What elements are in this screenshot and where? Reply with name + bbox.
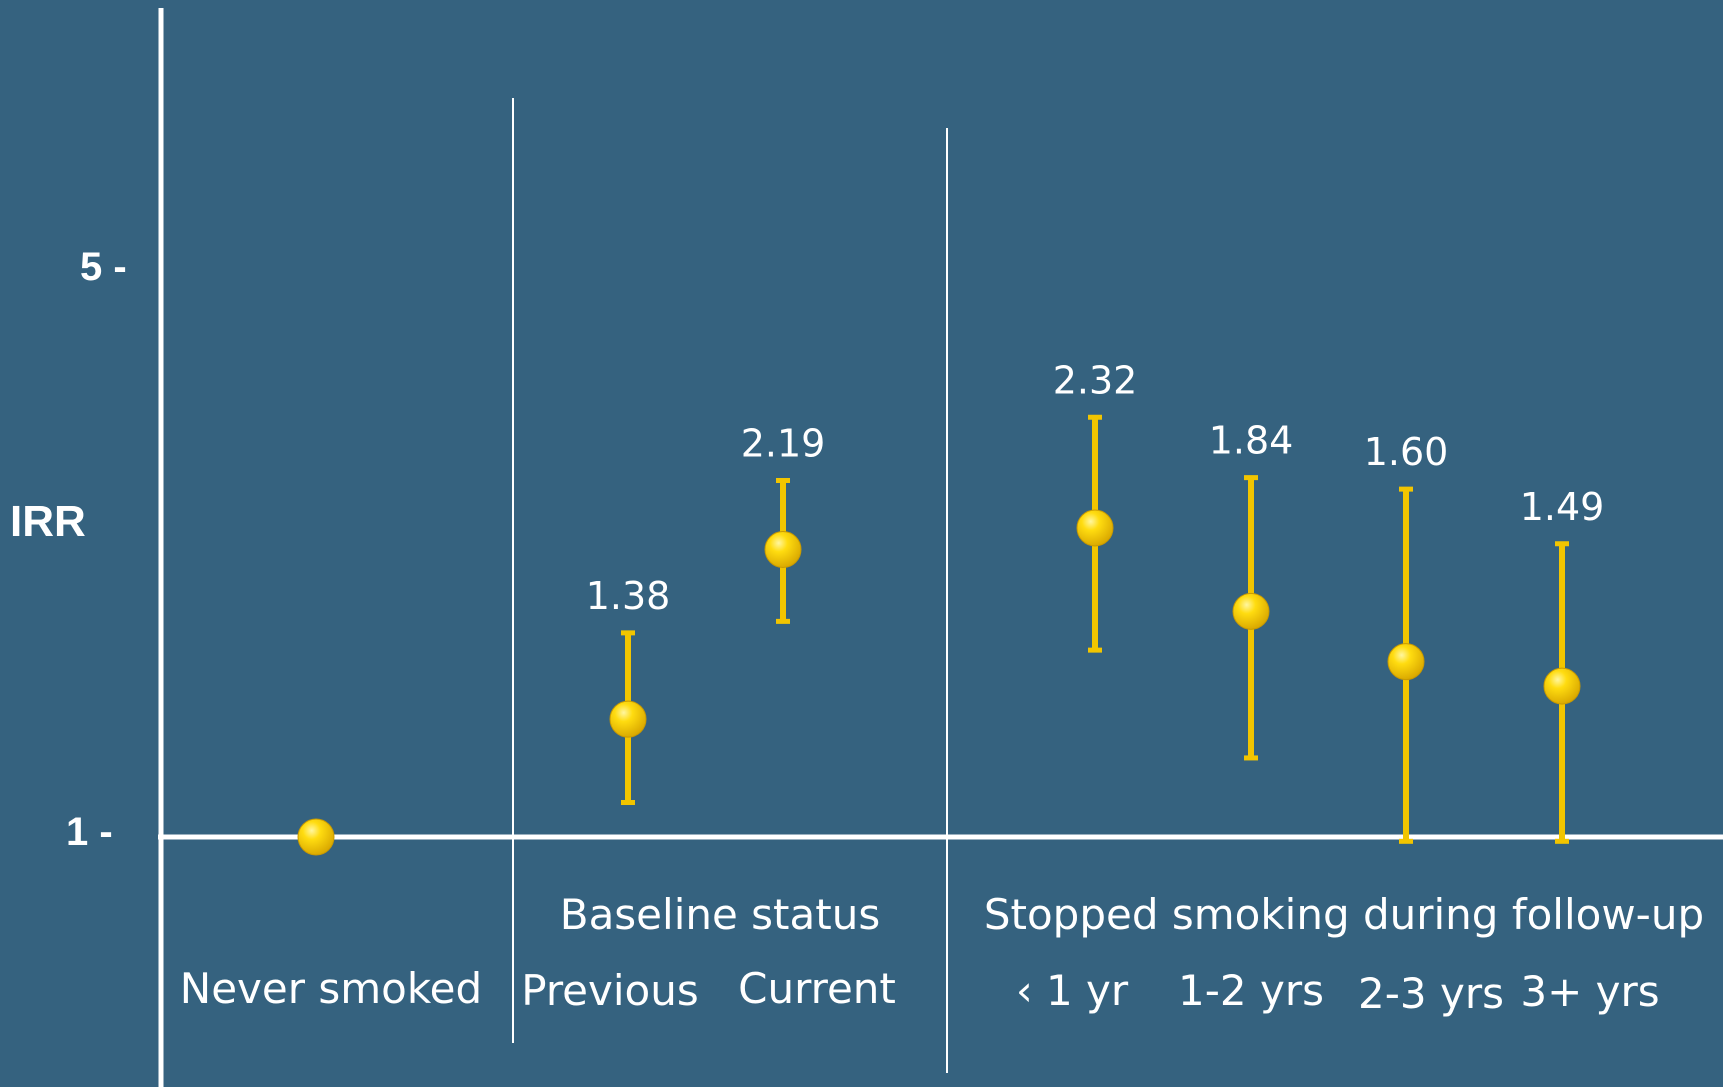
point-marker-current — [764, 531, 802, 568]
data-label-previous: 1.38 — [586, 574, 671, 618]
point-marker-1-2-yrs — [1232, 592, 1270, 630]
data-label-3-yrs: 1.49 — [1520, 485, 1605, 529]
group-label-baseline-status: Baseline status — [560, 890, 880, 939]
y-tick-label-1: 1 - — [66, 810, 113, 854]
y-axis-label: IRR — [10, 497, 86, 546]
point-marker-2-3-yrs — [1387, 643, 1425, 681]
data-marks: 1.38 2.19 2.32 1.84 1.60 1.49 — [297, 358, 1605, 856]
category-label-lt-1-yr: ‹ 1 yr — [1016, 966, 1129, 1015]
y-tick-label-5: 5 - — [80, 245, 127, 289]
category-label-3-plus-yrs: 3+ yrs — [1520, 967, 1659, 1016]
point-marker-previous — [609, 700, 647, 738]
category-label-2-3-yrs: 2-3 yrs — [1358, 969, 1504, 1018]
category-label-previous: Previous — [521, 966, 699, 1015]
data-label-2-3-yrs: 1.60 — [1364, 430, 1449, 474]
data-label-current: 2.19 — [741, 422, 826, 466]
group-label-stopped-smoking: Stopped smoking during follow-up — [984, 890, 1704, 939]
category-label-1-2-yrs: 1-2 yrs — [1178, 966, 1324, 1015]
category-label-never-smoked: Never smoked — [180, 964, 482, 1013]
point-marker-3-yrs — [1543, 667, 1581, 705]
data-label-1-2-yrs: 1.84 — [1209, 419, 1294, 463]
point-marker-never-smoked — [297, 818, 335, 856]
point-marker-1-yr — [1076, 509, 1114, 547]
data-label-1-yr: 2.32 — [1053, 358, 1138, 402]
category-label-current: Current — [738, 964, 896, 1013]
